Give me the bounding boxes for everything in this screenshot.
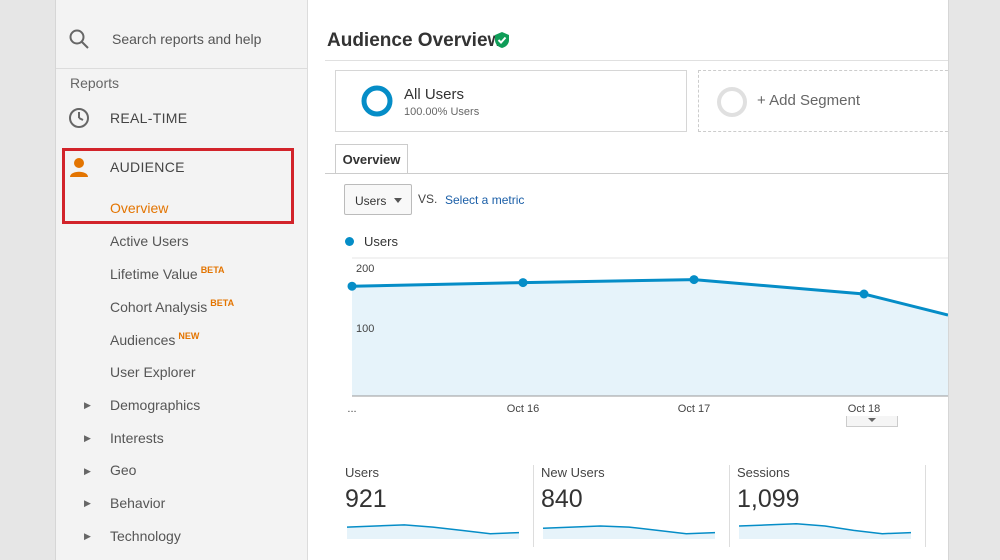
- sidebar-item-user-explorer[interactable]: User Explorer: [110, 364, 196, 380]
- metric-value: 921: [345, 485, 387, 513]
- sidebar-item-realtime[interactable]: REAL-TIME: [110, 110, 188, 126]
- users-line-chart: 200 100... Oct 16 Oct 17 Oct 18: [347, 257, 948, 415]
- search-icon[interactable]: [68, 28, 90, 50]
- person-icon: [70, 158, 88, 177]
- select-metric-link[interactable]: Select a metric: [445, 193, 525, 207]
- metric-label: New Users: [541, 465, 605, 480]
- main-content: Audience Overview All Users 100.00% User…: [308, 0, 948, 560]
- expand-arrow-icon[interactable]: ▶: [84, 498, 91, 508]
- sparkline-line: [346, 524, 520, 535]
- sparkline: [542, 525, 716, 539]
- sparkline-area: [347, 524, 519, 539]
- metric-label: Users: [345, 465, 379, 480]
- x-tick-label: Oct 17: [678, 403, 710, 415]
- segment-percent: 100.00% Users: [404, 106, 480, 118]
- y-tick-label: 200: [356, 263, 374, 275]
- sidebar-item-label: Active Users: [110, 233, 189, 249]
- divider: [729, 465, 730, 547]
- metric-label: Sessions: [737, 465, 790, 480]
- sparkline-line: [738, 523, 912, 535]
- expand-arrow-icon[interactable]: ▶: [84, 466, 91, 476]
- metric-dropdown-value: Users: [355, 194, 387, 208]
- segment-ring-icon: [361, 85, 393, 117]
- sidebar-item-geo[interactable]: Geo: [110, 462, 137, 478]
- sparkline: [346, 524, 520, 539]
- segment-all-users[interactable]: All Users 100.00% Users: [335, 70, 687, 132]
- data-point: [347, 281, 357, 291]
- sidebar-item-active-users[interactable]: Active Users: [110, 233, 189, 249]
- sidebar-item-behavior[interactable]: Behavior: [110, 495, 166, 511]
- series-area: [352, 279, 948, 396]
- data-point: [859, 289, 869, 299]
- metric-value: 840: [541, 485, 583, 513]
- highlight-box: [62, 148, 294, 224]
- app-frame: Search reports and help Reports REAL-TIM…: [55, 0, 949, 560]
- divider: [925, 465, 926, 547]
- metric-new-users: New Users 840: [541, 465, 717, 545]
- segment-name: All Users: [404, 86, 465, 103]
- tab-overview[interactable]: Overview: [335, 144, 408, 174]
- beta-badge: BETA: [210, 298, 235, 308]
- page-title: Audience Overview: [327, 30, 503, 51]
- search-row[interactable]: Search reports and help: [56, 4, 307, 69]
- metric-dropdown[interactable]: Users: [344, 184, 412, 215]
- sidebar-item-interests[interactable]: Interests: [110, 430, 164, 446]
- x-tick-label: Oct 16: [507, 403, 539, 415]
- x-tick-label: Oct 18: [848, 403, 880, 415]
- sparkline-line: [542, 525, 716, 535]
- sidebar: Search reports and help Reports REAL-TIM…: [56, 0, 308, 560]
- legend-marker: [345, 237, 354, 246]
- divider: [533, 465, 534, 547]
- new-badge: NEW: [178, 331, 200, 341]
- sidebar-item-audiences[interactable]: Audiences NEW: [110, 331, 199, 348]
- sidebar-item-lifetime-value[interactable]: Lifetime Value BETA: [110, 265, 225, 282]
- reports-label: Reports: [70, 75, 120, 91]
- add-segment-button[interactable]: + Add Segment: [698, 70, 948, 132]
- clock-icon: [69, 108, 89, 128]
- search-input[interactable]: Search reports and help: [112, 31, 262, 47]
- sidebar-item-label: Overview: [110, 200, 169, 216]
- metric-sessions: Sessions 1,099: [737, 465, 913, 545]
- beta-badge: BETA: [200, 265, 225, 275]
- empty-ring-icon: [717, 87, 747, 117]
- divider: [325, 60, 948, 61]
- sparkline: [738, 523, 912, 539]
- metric-users: Users 921: [345, 465, 521, 545]
- x-tick-label: ...: [347, 403, 356, 415]
- caret-down-icon: [394, 198, 402, 203]
- chart-expand-handle[interactable]: [846, 416, 898, 427]
- expand-arrow-icon[interactable]: ▶: [84, 531, 91, 541]
- data-point: [689, 275, 699, 285]
- sidebar-item-overview[interactable]: Overview: [110, 200, 168, 216]
- sidebar-item-demographics[interactable]: Demographics: [110, 397, 201, 413]
- metric-value: 1,099: [737, 485, 800, 513]
- expand-arrow-icon[interactable]: ▶: [84, 400, 91, 410]
- legend-label: Users: [364, 234, 398, 249]
- sidebar-item-label: Lifetime Value: [110, 266, 198, 282]
- data-point: [518, 278, 528, 288]
- vs-label: VS.: [418, 192, 438, 206]
- add-segment-label: + Add Segment: [757, 92, 860, 109]
- sparkline-area: [739, 523, 911, 539]
- expand-arrow-icon[interactable]: ▶: [84, 433, 91, 443]
- y-tick-label: 100: [356, 323, 374, 335]
- verified-check-icon: [495, 32, 509, 48]
- sidebar-item-label: User Explorer: [110, 364, 196, 380]
- sidebar-item-technology[interactable]: Technology: [110, 528, 181, 544]
- tab-divider: [325, 173, 948, 174]
- sparkline-area: [543, 526, 715, 539]
- sidebar-item-label: Cohort Analysis: [110, 299, 208, 315]
- sidebar-item-audience[interactable]: AUDIENCE: [110, 159, 185, 175]
- sidebar-item-label: Audiences: [110, 332, 176, 348]
- sidebar-item-cohort-analysis[interactable]: Cohort Analysis BETA: [110, 298, 234, 315]
